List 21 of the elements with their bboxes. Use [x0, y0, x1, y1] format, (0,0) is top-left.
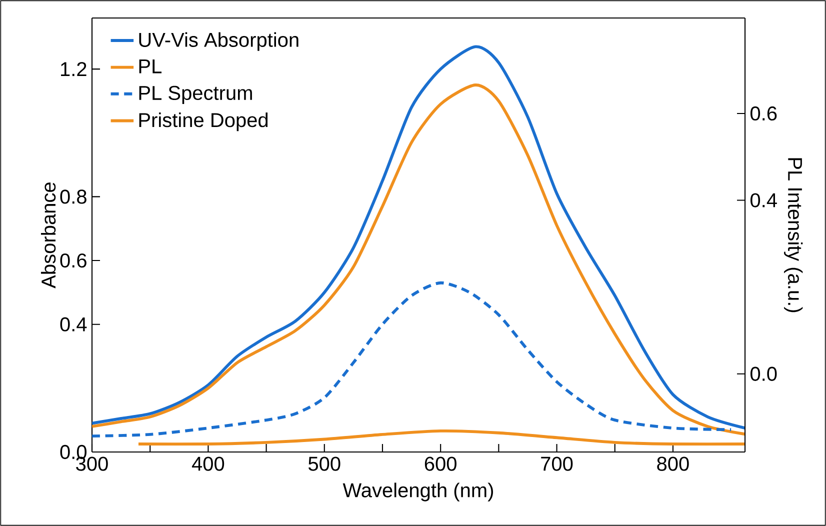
line-series [92, 281, 733, 438]
legend-label: PL [139, 59, 162, 74]
legend-label: Pristine Doped [139, 112, 268, 132]
x-axis-title: Wavelength (nm) [342, 482, 493, 502]
legend-label: UV-Vis Absorption [139, 32, 298, 51]
legend-label: PL Spectrum [139, 86, 252, 104]
y2-tick-label: 0.0 [750, 366, 777, 381]
x-tick-label: 700 [541, 456, 573, 471]
x-tick-label: 600 [424, 456, 456, 471]
y-tick-label: 0.6 [60, 253, 86, 268]
y-tick-label: 1.2 [61, 62, 86, 76]
x-tick-label: 800 [657, 456, 689, 471]
y-axis-title: Absorbance [40, 182, 56, 288]
x-tick-label: 400 [192, 456, 224, 471]
x-tick-label: 500 [308, 456, 340, 471]
y2-tick-label: 0.6 [750, 106, 777, 121]
y2-axis-title: PL Intensity (a.u.) [784, 158, 803, 312]
y2-tick-label: 0.4 [750, 193, 777, 208]
y-tick-label: 0.8 [60, 190, 86, 204]
y-tick-label: 0.4 [60, 317, 87, 332]
line-series [137, 429, 746, 446]
